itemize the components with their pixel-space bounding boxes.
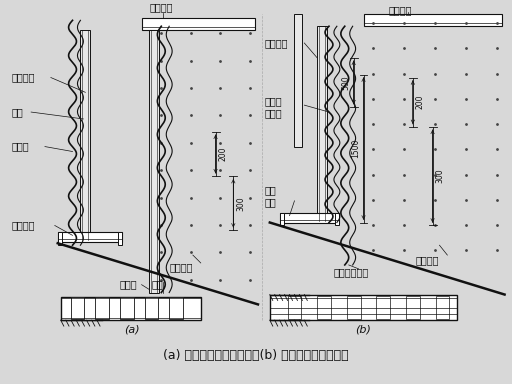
Bar xyxy=(280,213,339,222)
Bar xyxy=(169,298,183,319)
Text: 沿顶龙骨: 沿顶龙骨 xyxy=(388,5,412,15)
Bar xyxy=(95,298,109,319)
Bar xyxy=(280,213,284,225)
Bar xyxy=(317,296,331,319)
Text: 500: 500 xyxy=(342,75,351,90)
Bar xyxy=(142,18,255,30)
Text: 300: 300 xyxy=(236,196,245,210)
Text: (a): (a) xyxy=(124,324,140,334)
Text: 沿地
龙骨: 沿地 龙骨 xyxy=(265,185,276,207)
Bar xyxy=(436,296,450,319)
Text: 石膏板: 石膏板 xyxy=(11,142,29,152)
Bar xyxy=(150,30,159,293)
Bar xyxy=(270,295,457,320)
Text: 沿地龙骨: 沿地龙骨 xyxy=(11,220,35,230)
Text: 200: 200 xyxy=(416,95,425,109)
Bar xyxy=(364,14,502,26)
Bar xyxy=(118,232,122,245)
Text: 自攻螺钉: 自攻螺钉 xyxy=(169,262,193,272)
Bar xyxy=(144,298,158,319)
Text: 板缝: 板缝 xyxy=(152,280,163,290)
Bar xyxy=(317,26,327,220)
Bar xyxy=(58,232,122,242)
Bar xyxy=(61,296,201,320)
Text: (b): (b) xyxy=(355,324,371,334)
Text: 竖向龙骨: 竖向龙骨 xyxy=(11,73,35,83)
Text: 第一层
石膏板: 第一层 石膏板 xyxy=(265,96,283,118)
Bar xyxy=(120,298,134,319)
Bar xyxy=(406,296,420,319)
Text: 1500: 1500 xyxy=(352,139,360,158)
Text: 200: 200 xyxy=(219,147,227,161)
Bar xyxy=(80,30,90,240)
Bar xyxy=(347,296,360,319)
Text: 300: 300 xyxy=(436,169,444,184)
Text: 第二层石膏板: 第二层石膏板 xyxy=(334,267,369,277)
Bar xyxy=(58,232,61,245)
Text: 竖向龙骨: 竖向龙骨 xyxy=(265,38,288,48)
Bar xyxy=(376,296,390,319)
Bar xyxy=(288,296,302,319)
Text: (a) 单层石膏板隔墙构造；(b) 双层石膏板隔墙构造: (a) 单层石膏板隔墙构造；(b) 双层石膏板隔墙构造 xyxy=(163,349,349,362)
Text: 石膏板: 石膏板 xyxy=(120,280,138,290)
Text: 自攻螺钉: 自攻螺钉 xyxy=(416,255,439,265)
Bar xyxy=(294,14,303,147)
Bar xyxy=(71,298,84,319)
Bar xyxy=(335,213,339,225)
Text: 镙眼: 镙眼 xyxy=(11,107,23,117)
Text: 沿顶龙骨: 沿顶龙骨 xyxy=(150,2,173,12)
